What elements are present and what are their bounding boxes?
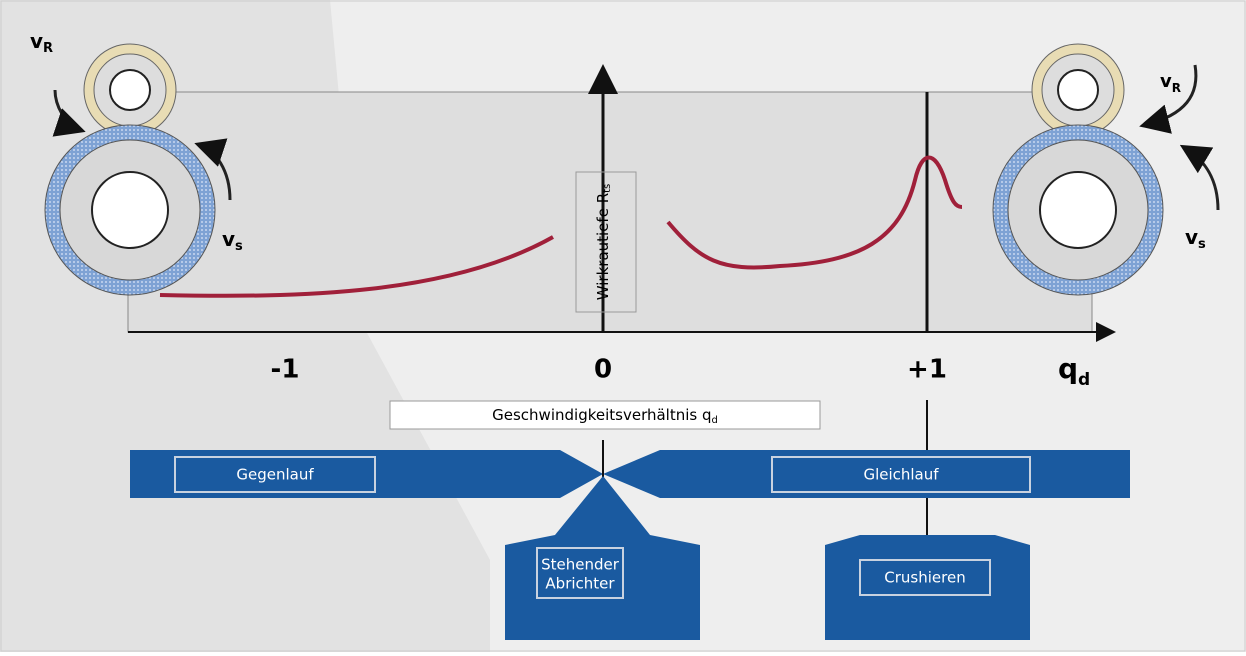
region-label: Gleichlauf [863, 466, 939, 484]
text-part: d [1078, 370, 1090, 390]
y-label-box [575, 171, 637, 313]
svg-text:vs: vs [222, 227, 243, 254]
mode-right [825, 535, 1030, 640]
region-box [771, 456, 1031, 493]
mode-label: Crushieren [884, 569, 965, 587]
plot-area [127, 91, 1093, 333]
text-part: v [1160, 71, 1172, 92]
mode-label: Abrichter [545, 575, 615, 593]
text-part: d [712, 415, 718, 426]
y-label: Wirkrautiefe Rts [594, 184, 614, 301]
region-label: Gegenlauf [236, 466, 314, 484]
band-left [130, 450, 603, 498]
tick-label: 0 [594, 355, 612, 385]
text-part: ts [602, 184, 613, 193]
text-part: s [1198, 237, 1206, 252]
text-part: q [1058, 352, 1078, 385]
roller-right: vR vs [992, 43, 1220, 296]
curve-left [159, 235, 554, 298]
band-right [603, 450, 1130, 498]
text-part: Wirkrautiefe R [594, 193, 612, 300]
tick-label: -1 [271, 355, 300, 385]
region-box [174, 456, 376, 493]
tick-label: +1 [907, 355, 947, 385]
svg-text:vR: vR [1160, 71, 1181, 95]
curve-right [666, 155, 963, 270]
text-part: v [30, 29, 43, 53]
mode-box [536, 547, 624, 599]
roller-left: vR vs [30, 29, 243, 296]
x-label-box [389, 400, 821, 430]
text-part: R [1172, 81, 1181, 95]
svg-text:vs: vs [1185, 225, 1206, 252]
svg-text:vR: vR [30, 29, 53, 56]
x-symbol: qd [1058, 352, 1090, 390]
text-part: v [222, 227, 235, 251]
mode-label: Stehender [541, 556, 620, 574]
x-label: Geschwindigkeitsverhältnis qd [492, 406, 718, 427]
text-part: v [1185, 225, 1198, 249]
mode-box [859, 559, 991, 596]
text-part: R [43, 41, 53, 56]
text-part: s [235, 239, 243, 254]
text-part: Geschwindigkeitsverhältnis q [492, 406, 711, 424]
